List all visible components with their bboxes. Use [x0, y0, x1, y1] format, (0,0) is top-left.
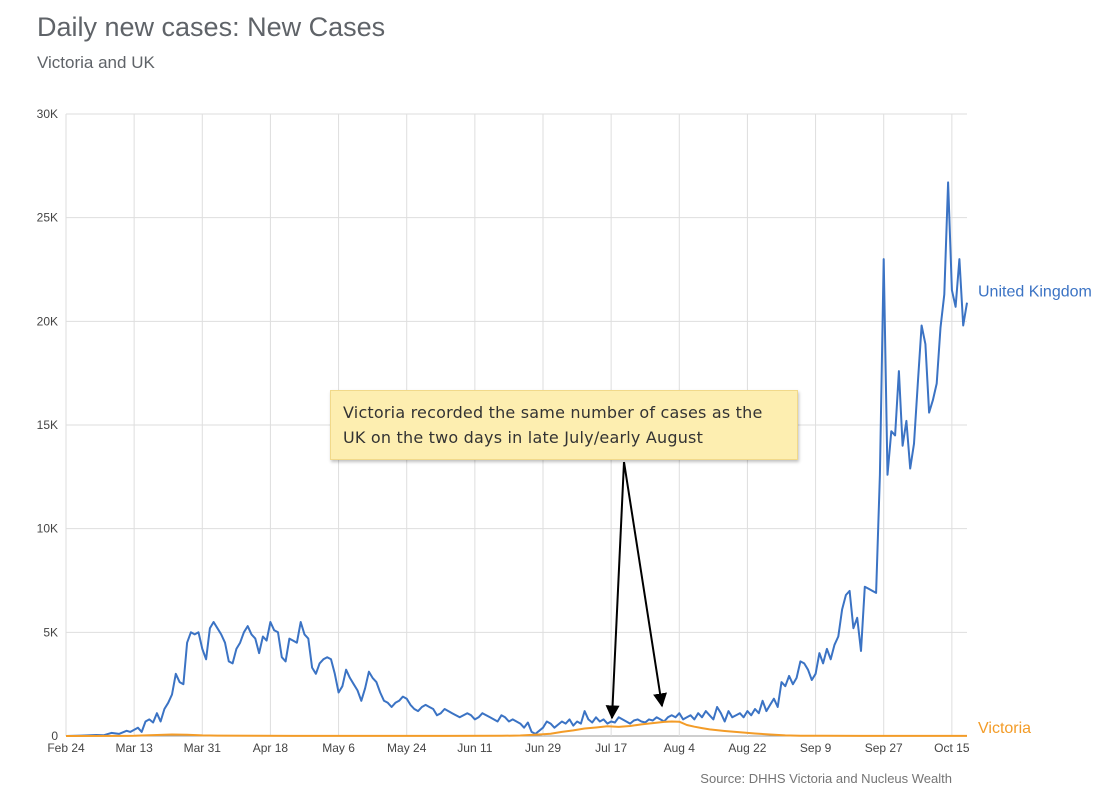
y-tick-label: 5K — [43, 625, 58, 639]
x-tick-label: Jul 17 — [595, 741, 627, 755]
y-tick-label: 30K — [37, 107, 58, 121]
x-tick-label: Mar 13 — [115, 741, 153, 755]
annotation-arrow-1 — [605, 461, 625, 720]
uk-series-label: United Kingdom — [978, 284, 1092, 301]
x-tick-label: Apr 18 — [253, 741, 289, 755]
y-tick-label: 25K — [37, 211, 58, 225]
victoria-series-line — [65, 720, 967, 737]
chart-title: Daily new cases: New Cases — [37, 12, 386, 42]
x-tick-label: Jun 11 — [457, 741, 492, 755]
chart-subtitle: Victoria and UK — [37, 53, 155, 72]
x-tick-label: Feb 24 — [47, 741, 85, 755]
x-tick-label: May 6 — [322, 741, 355, 755]
annotation-callout: Victoria recorded the same number of cas… — [330, 390, 798, 460]
x-tick-label: Mar 31 — [184, 741, 222, 755]
source-note: Source: DHHS Victoria and Nucleus Wealth — [700, 771, 952, 786]
x-tick-label: Sep 27 — [865, 741, 903, 755]
y-tick-label: 0 — [51, 729, 58, 743]
x-tick-label: Oct 15 — [934, 741, 970, 755]
y-tick-label: 15K — [37, 418, 58, 432]
x-tick-label: Aug 4 — [664, 741, 696, 755]
x-tick-label: May 24 — [387, 741, 427, 755]
y-tick-label: 20K — [37, 314, 58, 328]
x-tick-label: Aug 22 — [728, 741, 766, 755]
annotation-arrow-2 — [623, 461, 667, 708]
victoria-series-label: Victoria — [978, 720, 1031, 737]
x-tick-label: Jun 29 — [525, 741, 561, 755]
y-tick-label: 10K — [37, 522, 58, 536]
x-tick-label: Sep 9 — [800, 741, 832, 755]
